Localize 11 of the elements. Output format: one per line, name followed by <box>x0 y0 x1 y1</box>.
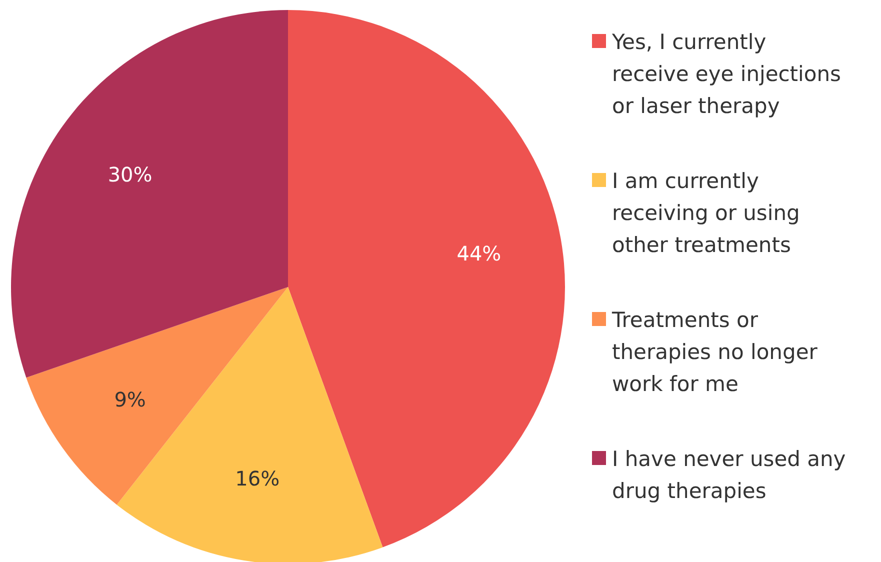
legend-label: Yes, I currently receive eye injections or laser therapy <box>611 30 841 118</box>
legend-label: Treatments or therapies no longer work for me <box>611 308 818 396</box>
legend-label: I am currently receiving or using other treatments <box>612 169 800 257</box>
data-label: 44% <box>456 241 502 266</box>
data-label: 9% <box>114 387 146 412</box>
data-label: 16% <box>235 466 280 490</box>
pie-slice <box>26 287 288 505</box>
data-label: 30% <box>108 162 152 187</box>
legend-label: I have never used any drug therapies <box>612 447 846 503</box>
pie-slice <box>116 287 383 562</box>
pie-slice <box>11 10 288 378</box>
